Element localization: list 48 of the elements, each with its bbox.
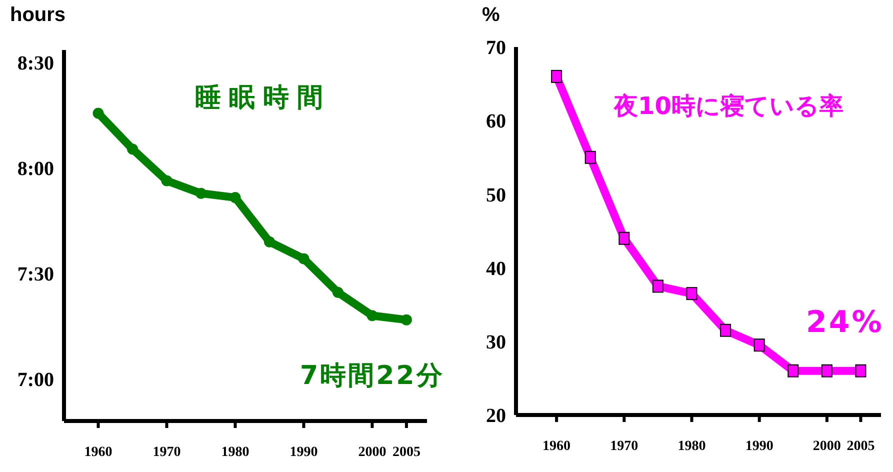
point	[92, 108, 104, 119]
y-tick-label: 70	[486, 37, 506, 60]
point	[720, 324, 732, 337]
point	[400, 314, 412, 326]
x-tick-label: 2000	[812, 439, 841, 454]
y-tick-label: 8:30	[17, 52, 54, 75]
annotation: 24%	[806, 305, 884, 340]
x-tick-label: 1990	[745, 439, 774, 454]
x-tick-label: 1990	[290, 445, 318, 460]
x-tick-label: 2000	[358, 445, 386, 460]
x-tick-label: 1970	[152, 445, 181, 460]
annotation: 7時間22分	[300, 360, 444, 393]
x-tick-label: 1960	[84, 445, 112, 460]
x-tick-label: 2005	[846, 439, 875, 454]
y-tick-label: 20	[486, 405, 506, 428]
point	[264, 236, 275, 248]
point	[195, 188, 206, 199]
point	[584, 150, 596, 164]
point	[366, 310, 378, 322]
y-tick-label: 60	[486, 110, 506, 133]
text: 睡眠時間	[195, 82, 331, 115]
point	[788, 364, 799, 378]
x-tick-label: 1970	[610, 439, 638, 454]
point	[652, 280, 664, 293]
point	[161, 175, 172, 186]
x-tick-label: 1980	[678, 439, 706, 454]
y-tick-label: 8:00	[17, 158, 54, 180]
point	[754, 338, 765, 352]
y-tick-label: 50	[486, 184, 506, 206]
series-label: 夜10時に寝ている率	[614, 91, 844, 122]
point	[821, 364, 832, 378]
point	[126, 144, 138, 155]
y-axis-title: %	[482, 4, 500, 27]
y-tick-label: 7:00	[17, 368, 54, 391]
point	[332, 286, 344, 298]
x-tick-label: 1960	[542, 439, 571, 454]
y-tick-label: 40	[486, 258, 506, 280]
y-axis-title: hours	[10, 4, 66, 27]
point	[618, 232, 630, 245]
x-tick-label: 1980	[221, 445, 250, 460]
point	[855, 364, 866, 378]
point	[230, 192, 241, 204]
y-tick-label: 7:30	[17, 264, 54, 286]
point	[298, 253, 310, 264]
point	[686, 287, 698, 300]
x-tick-label: 2005	[392, 445, 420, 460]
y-tick-label: 30	[486, 332, 506, 354]
point	[551, 70, 562, 83]
